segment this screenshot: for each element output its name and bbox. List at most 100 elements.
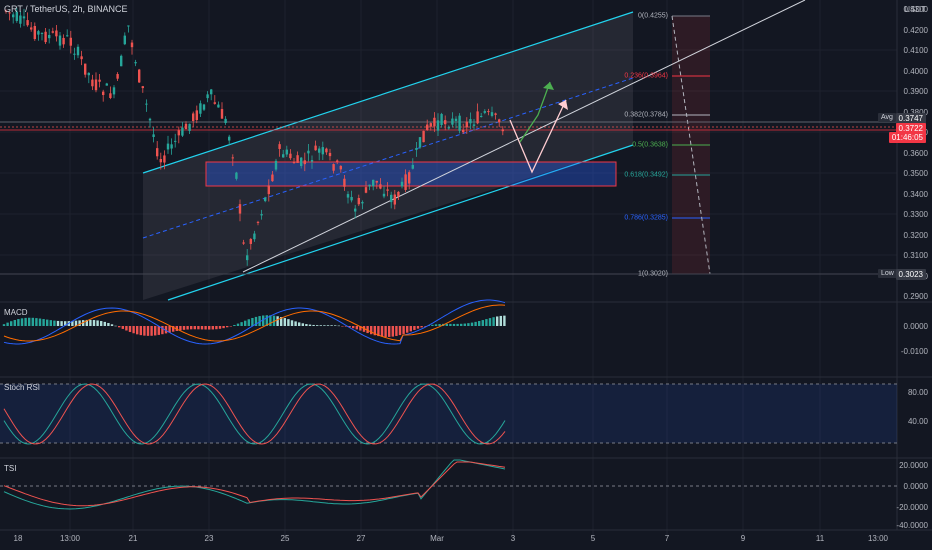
- fib-label-0236: 0.236(0.3964): [624, 72, 668, 80]
- candle-body: [220, 109, 224, 119]
- macd-histogram-bar: [46, 319, 49, 326]
- macd-histogram-bar: [128, 326, 132, 332]
- candle-body: [325, 148, 328, 153]
- candle-body: [116, 74, 119, 79]
- macd-histogram-bar: [499, 315, 502, 326]
- candle-body: [210, 89, 213, 95]
- macd-histogram-bar: [53, 320, 56, 326]
- candle-body: [76, 46, 80, 56]
- macd-histogram-bar: [150, 326, 153, 336]
- macd-histogram-bar: [355, 326, 358, 330]
- candle-body: [422, 130, 425, 143]
- support-zone[interactable]: [205, 161, 617, 187]
- candle-body: [181, 127, 184, 136]
- candle-body: [440, 113, 443, 125]
- macd-histogram-bar: [352, 326, 355, 329]
- macd-histogram-bar: [229, 326, 232, 327]
- macd-histogram-bar: [100, 321, 103, 326]
- candle-body: [69, 37, 72, 46]
- candle-body: [26, 20, 29, 26]
- candle-body: [105, 83, 108, 86]
- candle-body: [228, 136, 231, 141]
- candle-body: [102, 91, 105, 96]
- candle-body: [296, 155, 299, 163]
- candle-body: [267, 185, 270, 195]
- candle-body: [278, 144, 281, 149]
- macd-histogram-bar: [103, 321, 106, 326]
- candle-body: [134, 62, 137, 64]
- low-label: Low: [878, 269, 897, 278]
- candle-body: [37, 31, 40, 35]
- candle-body: [343, 178, 346, 187]
- tsi-pane[interactable]: [3, 459, 506, 510]
- channel-upper-line[interactable]: [142, 11, 634, 174]
- candle-body: [314, 145, 317, 151]
- tsi-label[interactable]: TSI: [4, 464, 17, 473]
- candle-body: [480, 115, 483, 117]
- currency-label: USDT: [904, 5, 926, 14]
- macd-pane[interactable]: [2, 299, 506, 345]
- macd-histogram-bar: [348, 326, 351, 328]
- candlesticks: [4, 7, 504, 266]
- candle-body: [152, 134, 155, 137]
- projection-path-down[interactable]: [509, 99, 567, 174]
- candle-body: [156, 148, 159, 157]
- candle-body: [411, 164, 414, 169]
- macd-histogram-bar: [211, 326, 214, 330]
- candle-body: [354, 208, 357, 212]
- macd-histogram-bar: [110, 324, 114, 326]
- macd-histogram-bar: [478, 321, 481, 326]
- candle-body: [12, 14, 15, 18]
- candle-body: [30, 27, 33, 30]
- macd-histogram-bar: [175, 326, 178, 331]
- candle-body: [138, 69, 141, 83]
- candle-body: [130, 42, 134, 48]
- macd-label[interactable]: MACD: [4, 308, 28, 317]
- macd-histogram-bar: [186, 326, 189, 330]
- macd-histogram-bar: [316, 325, 319, 326]
- macd-histogram-bar: [146, 326, 150, 336]
- tsi-tick-20: 20.0000: [899, 461, 928, 470]
- projection-arrow-head: [558, 100, 568, 110]
- candle-body: [238, 204, 242, 214]
- macd-histogram-bar: [164, 326, 168, 334]
- macd-histogram-bar: [467, 323, 470, 326]
- candle-body: [260, 214, 263, 216]
- time-tick: 21: [128, 534, 138, 543]
- stoch-rsi-pane[interactable]: [3, 383, 506, 445]
- macd-histogram-bar: [319, 325, 322, 326]
- macd-histogram-bar: [208, 326, 211, 330]
- time-tick: 13:00: [867, 534, 889, 543]
- macd-histogram-bar: [154, 326, 157, 336]
- candle-body: [202, 104, 206, 110]
- macd-histogram-bar: [121, 326, 124, 329]
- candle-body: [375, 180, 378, 183]
- macd-histogram-bar: [197, 326, 200, 330]
- candle-body: [415, 148, 418, 150]
- time-tick: 5: [590, 534, 596, 543]
- stoch-rsi-label[interactable]: Stoch RSI: [4, 383, 41, 392]
- fib-label-0382: 0.382(0.3784): [624, 111, 668, 119]
- macd-histogram-bar: [143, 326, 146, 336]
- macd-histogram-bar: [460, 323, 463, 326]
- macd-histogram-bar: [485, 319, 488, 326]
- candle-body: [213, 102, 216, 104]
- macd-histogram-bar: [17, 319, 20, 326]
- projection-path-up[interactable]: [519, 81, 551, 143]
- stoch-band: [0, 384, 897, 443]
- macd-histogram-bar: [323, 325, 326, 326]
- channel-fill[interactable]: [143, 12, 633, 300]
- fib-retracement[interactable]: [671, 15, 711, 275]
- channel-median-line[interactable]: [142, 77, 634, 239]
- macd-histogram-bar: [226, 326, 229, 328]
- main-grid: [0, 0, 897, 540]
- candle-body: [386, 189, 389, 191]
- macd-histogram-bar: [308, 324, 312, 326]
- price-tick: 0.4100: [903, 46, 928, 55]
- macd-histogram-bar: [60, 321, 63, 326]
- price-tick: 0.3300: [903, 210, 928, 219]
- symbol-title[interactable]: GRT / TetherUS, 2h, BINANCE: [4, 4, 128, 14]
- price-tick: 0.3200: [903, 230, 928, 240]
- candle-body: [253, 233, 256, 240]
